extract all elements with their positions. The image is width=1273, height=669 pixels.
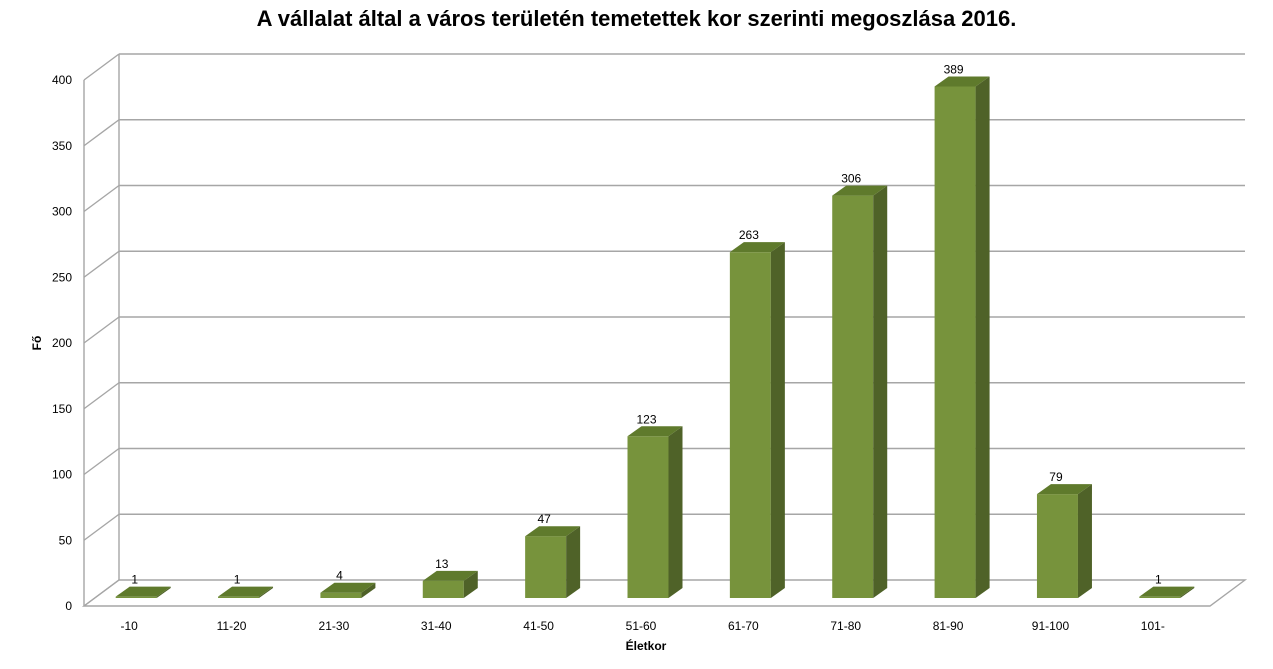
bar-top	[832, 185, 888, 196]
bar-front	[115, 596, 157, 598]
bar-top	[627, 426, 683, 437]
axes	[81, 54, 1248, 607]
data-label: 1	[234, 573, 241, 587]
bar-top	[218, 586, 274, 597]
x-tick-label: 11-20	[217, 619, 247, 633]
bar-side	[873, 185, 888, 599]
y-tick-label: 100	[52, 468, 72, 482]
bar-side	[259, 586, 274, 598]
floor	[81, 579, 1248, 607]
y-tick-label: 0	[65, 599, 72, 613]
y-tick-label: 300	[52, 205, 72, 219]
data-label: 1	[131, 573, 138, 587]
bar	[525, 526, 581, 598]
gridline-depth	[83, 382, 120, 410]
bar-top	[1036, 484, 1092, 495]
bar-side	[975, 76, 990, 599]
bar-top	[1139, 586, 1195, 597]
bar-side	[566, 526, 581, 598]
x-tick-label: 31-40	[421, 619, 452, 633]
bar-top	[729, 242, 785, 253]
chart-title: A vállalat által a város területén temet…	[256, 6, 1017, 31]
gridline-depth	[83, 513, 120, 541]
bar	[729, 242, 785, 598]
y-tick-label: 350	[52, 139, 72, 153]
gridline-depth	[83, 184, 120, 213]
bar-front	[627, 436, 669, 598]
bar	[934, 76, 990, 599]
bar	[1036, 484, 1092, 598]
bar-top	[115, 586, 171, 597]
y-tick-label: 150	[52, 402, 72, 416]
bar-side	[1077, 484, 1092, 598]
y-tick-label: 200	[52, 336, 72, 350]
data-label: 263	[739, 228, 759, 242]
bar-front	[832, 195, 874, 599]
gridline-depth	[83, 53, 120, 81]
bar	[218, 586, 274, 598]
y-tick-labels: 0 50 100 150 200 250 300 350 400	[52, 73, 72, 613]
x-tick-label: 51-60	[626, 619, 657, 633]
bar-front	[218, 596, 260, 598]
bar-front	[1036, 494, 1078, 598]
bar-side	[668, 426, 683, 598]
data-label: 306	[841, 172, 861, 186]
y-tick-label: 400	[52, 73, 72, 87]
bar-side	[156, 586, 171, 598]
y-tick-label: 250	[52, 270, 72, 284]
bar	[320, 582, 376, 598]
x-tick-label: 101-	[1141, 619, 1165, 633]
bars	[115, 76, 1195, 599]
bar	[832, 185, 888, 599]
data-label: 1	[1155, 573, 1162, 587]
bar-top	[320, 582, 376, 593]
data-label: 389	[944, 62, 964, 76]
bar	[627, 426, 683, 598]
bar-front	[525, 536, 567, 598]
x-axis-title: Életkor	[626, 638, 667, 653]
bar-top	[422, 570, 478, 581]
gridline-depth	[83, 316, 120, 344]
x-tick-label: 81-90	[933, 619, 964, 633]
bar-front	[1139, 596, 1181, 598]
x-tick-label: 71-80	[830, 619, 861, 633]
bar-side	[463, 570, 478, 598]
x-tick-label: -10	[121, 619, 139, 633]
bar	[422, 570, 478, 598]
bar-front	[934, 86, 976, 598]
data-labels: 1 1 4 13 47 123 263 306 389 79 1	[131, 62, 1162, 586]
bar	[1139, 586, 1195, 598]
bar-front	[320, 592, 362, 598]
data-label: 13	[435, 557, 449, 571]
bar-top	[934, 76, 990, 87]
bar-side	[361, 582, 376, 598]
gridline-depth	[83, 447, 120, 476]
y-axis-title: Fő	[30, 336, 44, 351]
x-tick-labels: -10 11-20 21-30 31-40 41-50 51-60 61-70 71-80 81…	[121, 619, 1165, 633]
bar	[115, 586, 171, 598]
bar-top	[525, 526, 581, 537]
data-label: 123	[636, 412, 656, 426]
y-tick-label: 50	[59, 533, 73, 547]
x-tick-label: 91-100	[1032, 619, 1070, 633]
gridline-depth	[83, 250, 120, 278]
data-label: 79	[1049, 470, 1063, 484]
x-tick-label: 41-50	[523, 619, 554, 633]
bar-side	[1180, 586, 1195, 598]
bar-side	[770, 242, 785, 598]
bar-front	[729, 252, 771, 598]
bar-front	[422, 580, 464, 598]
x-tick-label: 61-70	[728, 619, 759, 633]
data-label: 4	[336, 569, 343, 583]
gridline-depth	[83, 119, 120, 147]
data-label: 47	[537, 512, 551, 526]
x-tick-label: 21-30	[319, 619, 350, 633]
